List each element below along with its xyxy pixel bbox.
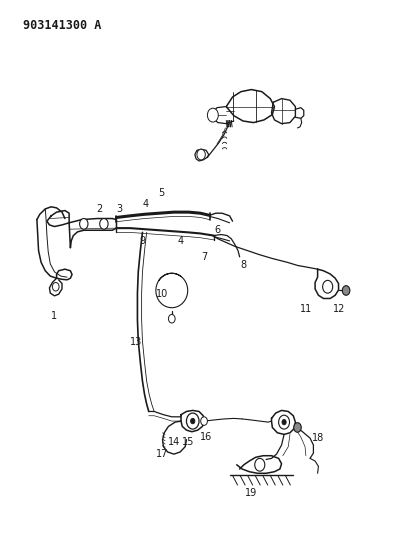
Text: 14: 14 [168, 438, 180, 447]
Text: 4: 4 [143, 199, 149, 208]
Text: 8: 8 [240, 261, 246, 270]
Circle shape [186, 413, 199, 429]
Circle shape [323, 280, 333, 293]
Text: 9: 9 [140, 236, 145, 246]
Circle shape [207, 108, 218, 122]
Text: 18: 18 [311, 433, 324, 443]
Text: 13: 13 [130, 337, 142, 347]
Circle shape [201, 417, 207, 425]
Circle shape [342, 286, 350, 295]
Circle shape [100, 219, 108, 229]
Circle shape [294, 423, 301, 432]
Text: 1: 1 [52, 311, 57, 320]
Text: 903141300 A: 903141300 A [23, 19, 101, 31]
Text: 4: 4 [177, 236, 183, 246]
Text: 19: 19 [245, 488, 258, 498]
Text: 3: 3 [116, 204, 122, 214]
Circle shape [279, 415, 290, 429]
Text: 6: 6 [215, 225, 221, 235]
Circle shape [255, 458, 265, 471]
Text: 10: 10 [156, 289, 169, 299]
Circle shape [197, 149, 205, 160]
Circle shape [282, 419, 286, 425]
Circle shape [168, 314, 175, 323]
Circle shape [80, 219, 88, 229]
Text: 12: 12 [333, 304, 346, 314]
Text: 2: 2 [97, 204, 103, 214]
Text: 17: 17 [156, 449, 169, 459]
Text: 15: 15 [182, 438, 195, 447]
Text: 7: 7 [202, 252, 207, 262]
Text: 11: 11 [300, 304, 312, 314]
Circle shape [191, 418, 195, 424]
Text: 16: 16 [200, 432, 212, 442]
Circle shape [52, 282, 59, 291]
Text: 5: 5 [158, 188, 164, 198]
